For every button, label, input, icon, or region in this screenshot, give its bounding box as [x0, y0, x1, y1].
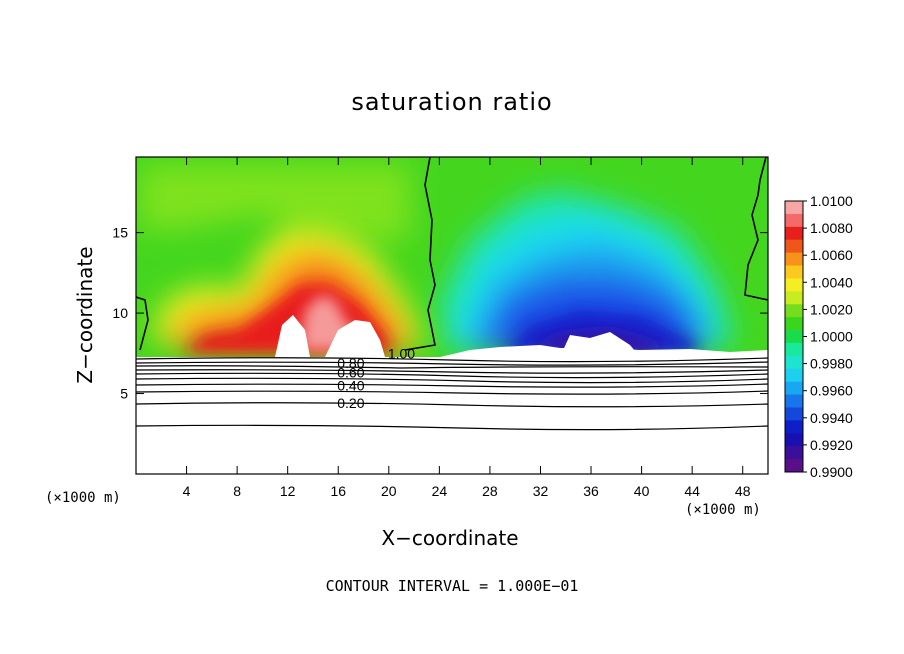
colorbar-swatch	[785, 420, 803, 434]
plot-frame	[135, 156, 769, 475]
colorbar-label: 1.0100	[810, 193, 853, 209]
x-tick-label: 48	[735, 483, 751, 499]
colorbar-swatch	[785, 252, 803, 267]
colorbar-label: 0.9960	[810, 383, 853, 399]
colorbar-label: 1.0060	[810, 247, 853, 263]
y-unit-label: (×1000 m)	[45, 490, 121, 506]
contour-label: 1.00	[388, 345, 415, 361]
x-tick-label: 40	[634, 483, 650, 499]
contour-label: 0.20	[337, 395, 364, 411]
x-axis-label: X−coordinate	[381, 526, 519, 550]
colorbar-label: 1.0040	[810, 274, 853, 290]
x-tick-label: 20	[381, 483, 397, 499]
x-tick-label: 24	[432, 483, 448, 499]
contour-interval-note: CONTOUR INTERVAL = 1.000E−01	[325, 577, 579, 595]
x-tick-label: 32	[533, 483, 549, 499]
x-tick-label: 8	[233, 483, 241, 499]
colorbar-swatch	[785, 304, 803, 318]
colorbar-swatch	[785, 265, 803, 279]
colorbar-swatch	[785, 226, 803, 241]
y-tick-label: 10	[112, 305, 128, 321]
colorbar-swatch	[785, 278, 803, 292]
colorbar-label: 1.0000	[810, 329, 853, 345]
colorbar-label: 0.9900	[810, 464, 853, 480]
colorbar-label: 1.0020	[810, 301, 853, 317]
colorbar-swatch	[785, 213, 803, 228]
contour-label: 0.40	[337, 377, 364, 393]
colorbar-swatch	[785, 330, 803, 344]
colorbar-swatch	[785, 368, 803, 383]
x-tick-label: 36	[583, 483, 599, 499]
colorbar-swatch	[785, 201, 803, 215]
contour-label: 0.80	[337, 355, 364, 371]
x-tick-label: 44	[684, 483, 700, 499]
colorbar-swatch	[785, 446, 803, 460]
colorbar-swatch	[785, 459, 803, 473]
x-tick-label: 4	[183, 483, 191, 499]
x-tick-label: 12	[280, 483, 296, 499]
y-tick-label: 5	[120, 386, 128, 402]
x-tick-label: 16	[330, 483, 346, 499]
heatmap-field	[136, 157, 768, 474]
colorbar-label: 1.0080	[810, 220, 853, 236]
colorbar-swatch	[785, 394, 803, 408]
colorbar-swatch	[785, 381, 803, 396]
y-tick-label: 15	[112, 225, 128, 241]
x-tick-label: 28	[482, 483, 498, 499]
colorbar-swatch	[785, 342, 803, 357]
x-unit-label: (×1000 m)	[685, 502, 761, 518]
colorbar-swatch	[785, 433, 803, 447]
colorbar-label: 0.9980	[810, 356, 853, 372]
colorbar-swatch	[785, 239, 803, 254]
colorbar-swatch	[785, 317, 803, 331]
colorbar-label: 0.9940	[810, 410, 853, 426]
contour-label: 0.60	[337, 365, 364, 381]
colorbar-swatch	[785, 291, 803, 305]
colorbar-swatch	[785, 355, 803, 370]
chart-title: saturation ratio	[351, 88, 553, 116]
colorbar-label: 0.9920	[810, 437, 853, 453]
y-axis-label: Z−coordinate	[73, 246, 97, 384]
colorbar-swatch	[785, 407, 803, 421]
